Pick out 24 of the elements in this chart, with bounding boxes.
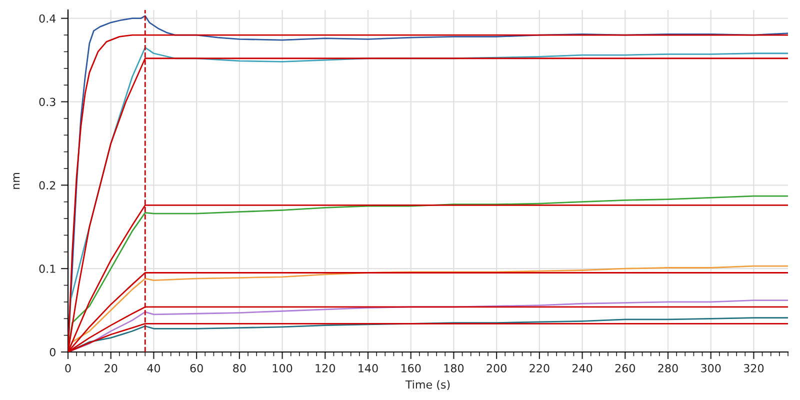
x-tick-label: 320 <box>744 364 764 372</box>
x-tick-label: 20 <box>104 364 118 372</box>
x-tick-label: 80 <box>233 364 246 372</box>
y-tick-label: 0.3 <box>39 98 56 106</box>
x-tick-label: 180 <box>444 364 464 372</box>
x-tick-label: 220 <box>530 364 550 372</box>
y-tick-label: 0.4 <box>39 14 56 23</box>
x-tick-label: 280 <box>658 364 678 372</box>
x-tick-label: 260 <box>615 364 636 372</box>
x-tick-label: 60 <box>190 364 203 372</box>
x-axis-title: Time (s) <box>405 380 450 390</box>
x-tick-label: 100 <box>272 364 292 372</box>
x-tick-label: 0 <box>65 364 71 372</box>
y-tick-label: 0.1 <box>39 264 56 273</box>
x-tick-label: 200 <box>486 364 506 372</box>
x-tick-label: 160 <box>401 364 421 372</box>
x-tick-label: 120 <box>316 364 336 372</box>
y-tick-label: 0.2 <box>39 181 56 190</box>
y-tick-label: 0 <box>50 348 56 356</box>
x-tick-label: 140 <box>358 364 378 372</box>
y-axis-title: nm <box>13 173 20 189</box>
x-tick-label: 40 <box>147 364 160 372</box>
x-tick-label: 300 <box>701 364 721 372</box>
x-tick-label: 240 <box>572 364 592 372</box>
